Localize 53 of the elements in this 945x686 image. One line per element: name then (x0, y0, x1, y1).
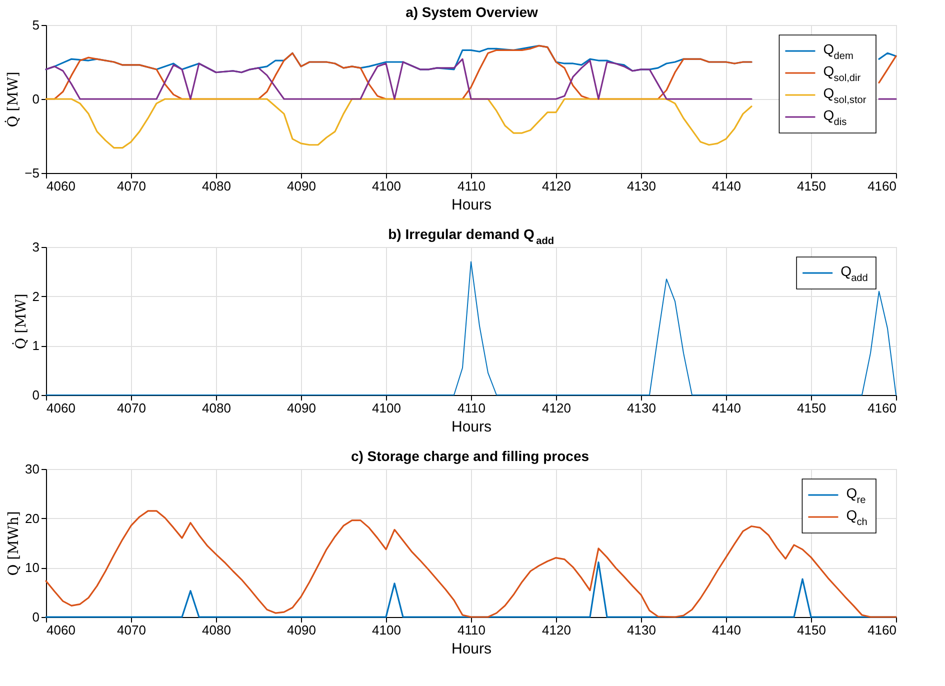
x-tick-label: 4160 (868, 622, 896, 638)
chart-title: a) System Overview (406, 4, 538, 20)
x-tick-label: 4160 (868, 400, 896, 416)
y-tick-label: 10 (25, 560, 40, 576)
x-tick-label: 4150 (797, 400, 826, 416)
x-tick-label: 4090 (287, 400, 316, 416)
x-tick-label: 4090 (287, 622, 316, 638)
x-tick-label: 4130 (627, 400, 656, 416)
x-tick-label: 4120 (542, 400, 571, 416)
x-axis-title: Hours (451, 418, 492, 436)
x-tick-label: 4110 (458, 178, 486, 194)
y-tick-label: 2 (32, 288, 40, 304)
x-tick-label: 4060 (46, 400, 76, 416)
chart-title: c) Storage charge and filling proces (350, 448, 590, 464)
x-tick-label: 4070 (117, 178, 146, 194)
y-tick-label: 30 (25, 462, 40, 476)
x-tick-label: 4070 (117, 622, 146, 638)
x-tick-label: 4130 (627, 178, 656, 194)
x-tick-label: 4080 (202, 178, 231, 194)
x-tick-label: 4060 (46, 178, 76, 194)
y-tick-label: 0 (32, 388, 40, 402)
line-series (45, 98, 752, 149)
y-tick-label: 5 (32, 18, 40, 32)
y-tick-label: 1 (32, 338, 40, 354)
x-axis-title: Hours (451, 196, 492, 214)
x-tick-label: 4150 (797, 622, 826, 638)
y-axis-title: Q [MWh] (6, 511, 22, 576)
x-tick-label: 4080 (202, 400, 231, 416)
x-tick-label: 4160 (868, 178, 896, 194)
x-tick-label: 4060 (46, 622, 76, 638)
x-tick-label: 4090 (287, 178, 316, 194)
y-axis-title: Q̇ [MW] (12, 294, 30, 350)
y-tick-label: 0 (32, 92, 40, 106)
x-tick-label: 4140 (712, 400, 741, 416)
x-tick-label: 4130 (627, 622, 656, 638)
x-tick-label: 4110 (458, 400, 486, 416)
x-tick-label: 4120 (542, 622, 571, 638)
y-tick-label: 0 (32, 610, 40, 624)
y-tick-label: 20 (25, 510, 40, 526)
x-tick-label: 4140 (712, 622, 741, 638)
x-tick-label: 4080 (202, 622, 231, 638)
x-axis-title: Hours (451, 640, 492, 658)
x-tick-label: 4100 (372, 400, 401, 416)
y-tick-label: −5 (24, 166, 40, 180)
x-tick-label: 4070 (117, 400, 146, 416)
y-tick-label: 3 (32, 240, 40, 254)
x-tick-label: 4100 (372, 178, 401, 194)
x-tick-label: 4150 (797, 178, 826, 194)
x-tick-label: 4120 (542, 178, 571, 194)
x-tick-label: 4110 (458, 622, 486, 638)
y-axis-title: Q̇ [MW] (4, 72, 22, 128)
x-tick-label: 4100 (372, 622, 401, 638)
x-tick-label: 4140 (712, 178, 741, 194)
